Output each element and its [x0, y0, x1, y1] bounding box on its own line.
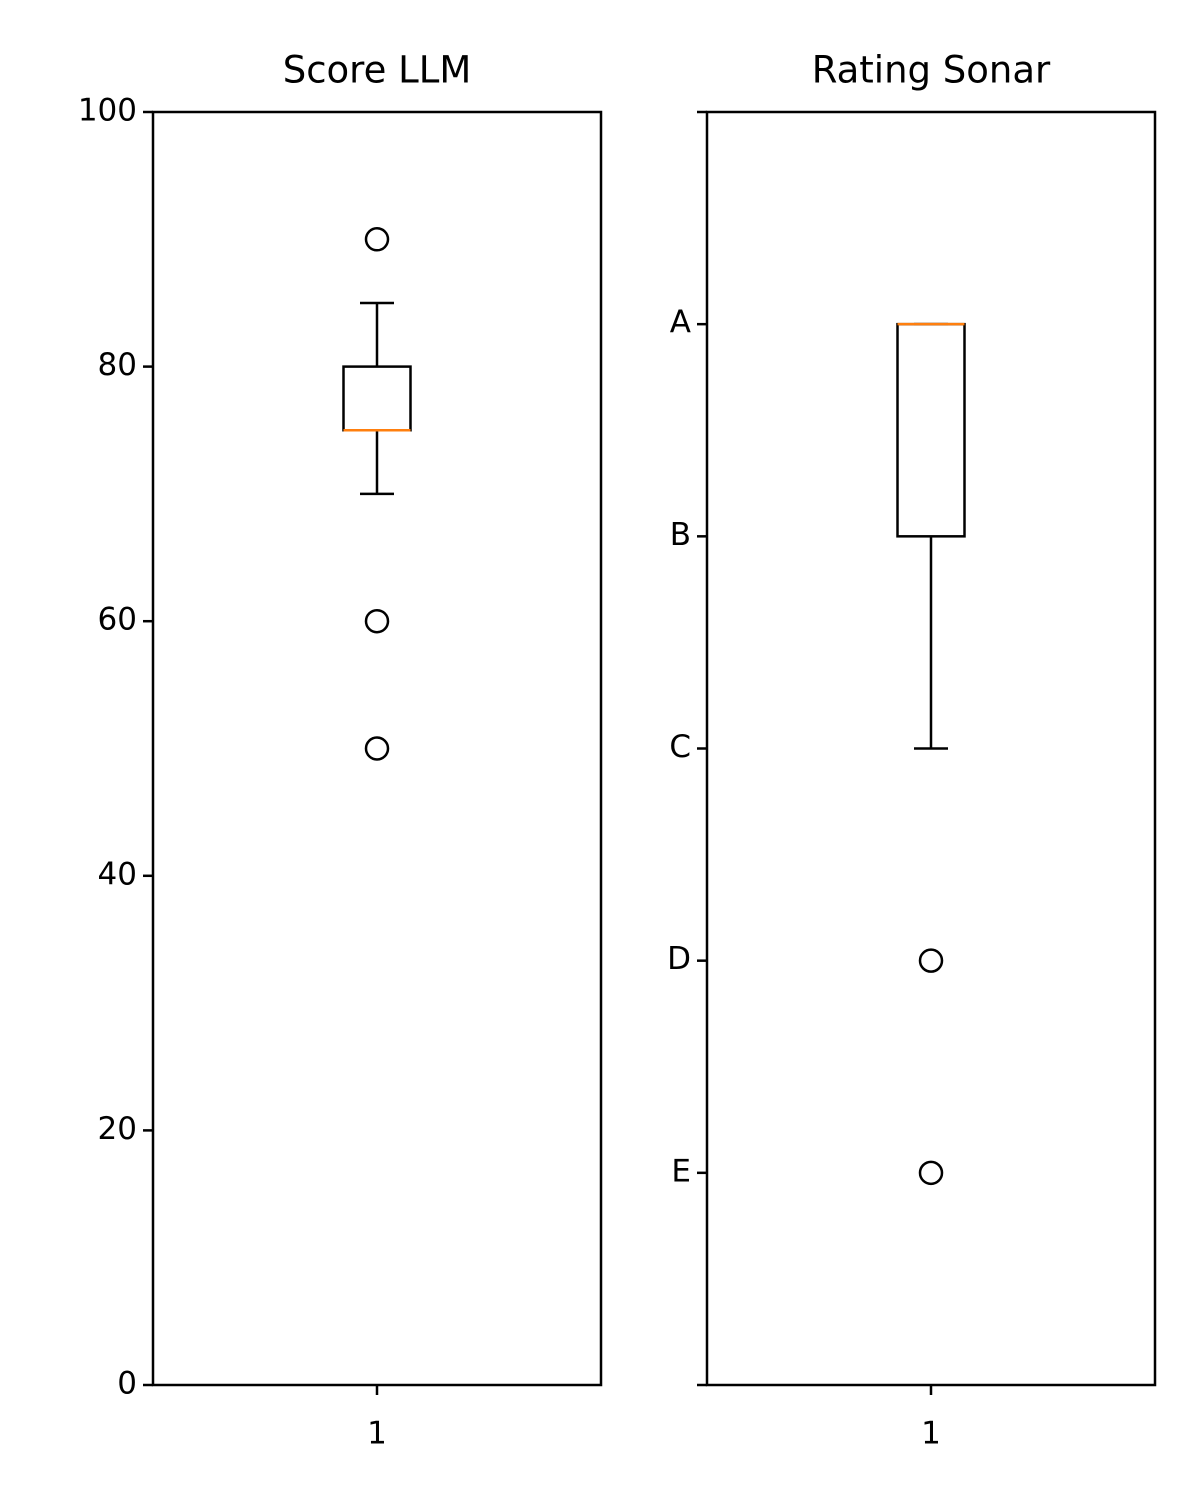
x-tick-label: 1 [921, 1416, 941, 1452]
outlier [364, 736, 390, 761]
y-tick-label: 80 [98, 347, 137, 383]
chart-title: Score LLM [283, 49, 472, 92]
y-tick-label: A [670, 305, 691, 341]
y-tick-label: 60 [98, 602, 137, 638]
chart-title: Rating Sonar [812, 49, 1051, 92]
y-tick-label: D [667, 941, 691, 977]
outlier [364, 608, 390, 634]
y-tick-label: 100 [78, 93, 137, 129]
outlier [364, 227, 390, 252]
y-tick-label: 40 [98, 856, 137, 892]
box [896, 322, 966, 538]
outlier [918, 1160, 944, 1186]
axes-frame [151, 110, 603, 1387]
box [342, 365, 412, 432]
outlier [918, 948, 944, 973]
axes-frame [705, 110, 1157, 1387]
y-tick-label: 20 [98, 1111, 137, 1147]
y-tick-label: E [671, 1153, 691, 1189]
x-tick-label: 1 [367, 1416, 387, 1452]
y-tick-label: B [670, 517, 691, 553]
y-tick-label: C [669, 729, 691, 765]
y-tick-label: 0 [117, 1366, 137, 1402]
